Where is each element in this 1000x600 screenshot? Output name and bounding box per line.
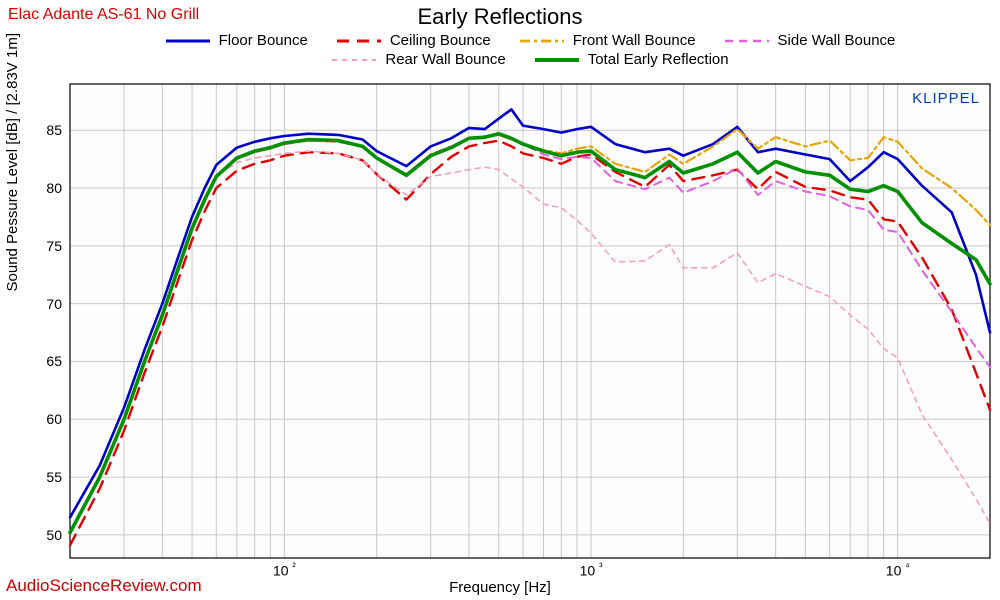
legend-label: Front Wall Bounce bbox=[573, 32, 696, 49]
legend-label: Side Wall Bounce bbox=[778, 32, 896, 49]
y-tick-label: 80 bbox=[12, 180, 62, 196]
x-tick-label: 10 ² bbox=[273, 562, 296, 579]
legend-item-total: Total Early Reflection bbox=[534, 51, 729, 68]
x-tick-label: 10 ⁴ bbox=[886, 562, 910, 579]
y-tick-label: 55 bbox=[12, 469, 62, 485]
chart-title: Early Reflections bbox=[0, 4, 1000, 30]
y-tick-label: 85 bbox=[12, 122, 62, 138]
legend-label: Ceiling Bounce bbox=[390, 32, 491, 49]
x-tick-label: 10 ³ bbox=[580, 562, 603, 579]
legend: Floor Bounce Ceiling Bounce Front Wall Bou… bbox=[70, 32, 990, 70]
legend-item-rear: Rear Wall Bounce bbox=[331, 51, 505, 68]
y-tick-label: 65 bbox=[12, 353, 62, 369]
chart-svg bbox=[0, 0, 1000, 600]
legend-label: Total Early Reflection bbox=[588, 51, 729, 68]
legend-label: Rear Wall Bounce bbox=[385, 51, 505, 68]
legend-label: Floor Bounce bbox=[219, 32, 308, 49]
footer-credit: AudioScienceReview.com bbox=[6, 576, 202, 596]
y-tick-label: 70 bbox=[12, 296, 62, 312]
legend-item-front: Front Wall Bounce bbox=[519, 32, 696, 49]
legend-item-ceiling: Ceiling Bounce bbox=[336, 32, 491, 49]
y-tick-label: 50 bbox=[12, 527, 62, 543]
y-tick-label: 60 bbox=[12, 411, 62, 427]
legend-item-floor: Floor Bounce bbox=[165, 32, 308, 49]
legend-item-side: Side Wall Bounce bbox=[724, 32, 896, 49]
watermark-label: KLIPPEL bbox=[912, 90, 980, 107]
y-tick-label: 75 bbox=[12, 238, 62, 254]
